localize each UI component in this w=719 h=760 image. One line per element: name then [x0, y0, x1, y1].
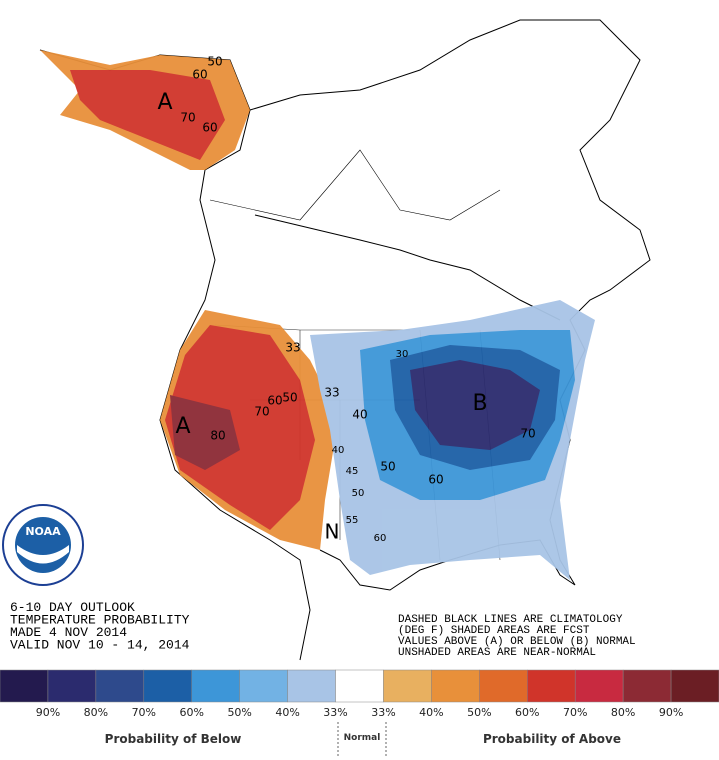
map-label: 60 [374, 533, 387, 544]
legend-label: 40% [419, 706, 443, 719]
map-label: 50 [282, 391, 297, 405]
map-label: 50 [380, 460, 395, 474]
east-shade-core [410, 360, 540, 450]
map-label: 60 [428, 473, 443, 487]
legend-label: 50% [467, 706, 491, 719]
map-label: 70 [520, 427, 535, 441]
map-label: 45 [346, 466, 359, 477]
note-line: VALUES ABOVE (A) OR BELOW (B) NORMAL [398, 636, 636, 648]
below-label: Probability of Below [105, 732, 242, 746]
alaska-shade-core [70, 70, 225, 160]
legend-label: 90% [36, 706, 60, 719]
legend-label: 90% [659, 706, 683, 719]
legend-label: 50% [227, 706, 251, 719]
title-line: VALID NOV 10 - 14, 2014 [10, 638, 190, 653]
legend-label: 70% [563, 706, 587, 719]
map-label: 40 [352, 408, 367, 422]
map-label: 55 [346, 515, 359, 526]
legend-label: 60% [180, 706, 204, 719]
shading [40, 50, 595, 580]
legend-swatch [191, 669, 240, 703]
legend-swatch [383, 669, 432, 703]
note-line: DASHED BLACK LINES ARE CLIMATOLOGY [398, 614, 623, 626]
legend-swatch [143, 669, 192, 703]
map-label: 70 [180, 111, 195, 125]
legend-swatch [527, 669, 576, 703]
map-label: N [325, 520, 340, 544]
map-label: A [175, 414, 190, 439]
legend-label: 33% [371, 706, 395, 719]
map-label: 60 [267, 394, 282, 408]
map-label: 70 [254, 405, 269, 419]
map-label: 33 [285, 341, 300, 355]
legend-label: 70% [132, 706, 156, 719]
map-label: 80 [210, 429, 225, 443]
legend-label: 80% [611, 706, 635, 719]
legend-swatch [0, 669, 49, 703]
province-lines [209, 149, 501, 221]
title-line: TEMPERATURE PROBABILITY [10, 613, 190, 628]
title-line: MADE 4 NOV 2014 [10, 625, 127, 640]
map-label: 50 [352, 488, 365, 499]
notes: DASHED BLACK LINES ARE CLIMATOLOGY(DEG F… [398, 614, 636, 659]
map-label: 50 [207, 55, 222, 69]
map-label: 60 [202, 121, 217, 135]
note-line: UNSHADED AREAS ARE NEAR-NORMAL [398, 647, 596, 659]
legend-swatch [479, 669, 528, 703]
legend-swatch [335, 669, 384, 703]
legend-label: 80% [84, 706, 108, 719]
note-line: (DEG F) SHADED AREAS ARE FCST [398, 625, 590, 637]
west-shade-core [170, 395, 240, 470]
legend-label: 40% [275, 706, 299, 719]
above-label: Probability of Above [483, 732, 621, 746]
legend-swatch [287, 669, 336, 703]
map-label: 60 [192, 68, 207, 82]
logo-gull [17, 545, 69, 564]
map-label: A [157, 90, 172, 115]
legend-label: 60% [515, 706, 539, 719]
legend-swatch [239, 669, 288, 703]
border [254, 214, 561, 321]
legend-label: 33% [323, 706, 347, 719]
legend-swatch [47, 669, 97, 703]
legend-swatch [431, 669, 480, 703]
map-label: 30 [396, 349, 409, 360]
normal-label: Normal [344, 733, 381, 743]
legend-swatch [622, 669, 672, 703]
noaa-logo: NOAA [2, 504, 84, 586]
west-shade-mid [165, 325, 315, 530]
title-line: 6-10 DAY OUTLOOK [10, 600, 135, 615]
legend-swatch [670, 669, 719, 703]
map-label: B [472, 391, 487, 416]
map-label: 33 [324, 386, 339, 400]
map-label: 40 [332, 445, 345, 456]
legend-swatch [574, 669, 624, 703]
logo-text: NOAA [25, 525, 61, 538]
legend-swatch [95, 669, 145, 703]
